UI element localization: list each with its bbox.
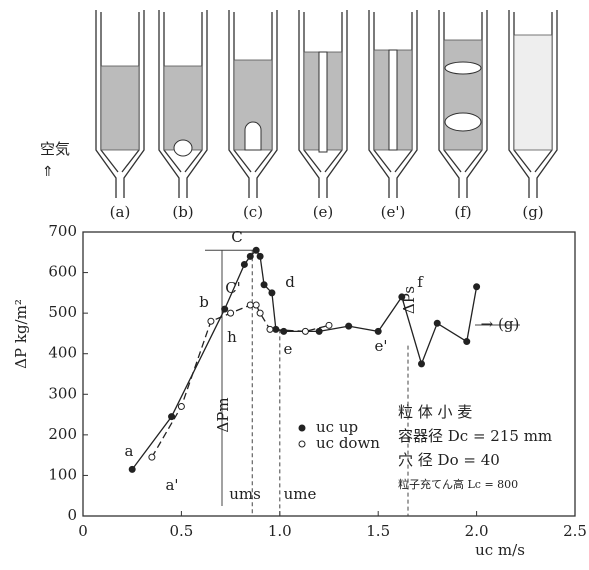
- diagram-label: (g): [522, 203, 543, 221]
- series-line: [152, 305, 329, 457]
- y-tick-label: 600: [48, 263, 77, 281]
- y-tick-label: 700: [48, 222, 77, 240]
- annotation: h: [227, 328, 237, 346]
- point: [149, 454, 155, 460]
- x-tick-label: 1.5: [366, 522, 390, 540]
- diagram-label: (a): [110, 203, 131, 221]
- point: [326, 322, 332, 328]
- note: 粒 体 小 麦: [398, 403, 472, 421]
- plot-frame: [83, 232, 575, 516]
- bed: [164, 66, 202, 150]
- slug: [445, 62, 481, 74]
- diagram-label: (e'): [381, 203, 406, 221]
- figure: 空気 ⇑ (a) (b) (c) (e) (e') (f) (g) 0 100 200 300 400…: [0, 0, 589, 566]
- legend-marker: [299, 441, 305, 447]
- x-tick-label: 0: [78, 522, 88, 540]
- annotation: f: [417, 273, 424, 291]
- point: [281, 328, 287, 334]
- point: [464, 339, 470, 345]
- annotation: b: [199, 293, 209, 311]
- point: [253, 247, 259, 253]
- point: [257, 253, 263, 259]
- x-axis-label: uc m/s: [475, 541, 525, 559]
- air-label: 空気: [40, 140, 70, 158]
- annotation: ume: [284, 485, 317, 503]
- diagram-label: (b): [172, 203, 193, 221]
- spout: [319, 52, 327, 152]
- cavity: [174, 140, 192, 156]
- annotation: ΔPm: [214, 397, 232, 432]
- point: [346, 323, 352, 329]
- point: [418, 361, 424, 367]
- point: [375, 328, 381, 334]
- annotation: e: [284, 340, 293, 358]
- point: [316, 328, 322, 334]
- y-tick-label: 400: [48, 344, 77, 362]
- diagram-label: (f): [454, 203, 471, 221]
- point: [247, 253, 253, 259]
- point: [434, 320, 440, 326]
- bed: [101, 66, 139, 150]
- point: [222, 306, 228, 312]
- y-tick-label: 300: [48, 384, 77, 402]
- diagram-label: (e): [313, 203, 334, 221]
- y-tick-label: 0: [67, 506, 77, 524]
- note: 容器径 Dc = 215 mm: [398, 427, 552, 445]
- point: [257, 310, 263, 316]
- y-tick-label: 500: [48, 303, 77, 321]
- point: [129, 466, 135, 472]
- point: [208, 318, 214, 324]
- legend-marker: [299, 425, 305, 431]
- point: [474, 284, 480, 290]
- annotation: a': [165, 476, 178, 494]
- bed: [444, 40, 482, 150]
- note: 粒子充てん高 Lc = 800: [398, 477, 518, 491]
- annotation: d: [285, 273, 295, 291]
- annotation: a: [125, 442, 134, 460]
- x-tick-label: 0.5: [169, 522, 193, 540]
- point: [228, 310, 234, 316]
- diagram-label: (c): [243, 203, 263, 221]
- annotation: e': [374, 337, 387, 355]
- point: [178, 403, 184, 409]
- point: [302, 328, 308, 334]
- cavity: [245, 122, 261, 150]
- legend-label: uc down: [316, 434, 380, 452]
- air-arrow: ⇑: [42, 164, 54, 180]
- y-tick-label: 200: [48, 425, 77, 443]
- annotation: ΔPs: [400, 286, 418, 314]
- point: [267, 326, 273, 332]
- note: 穴 径 Do = 40: [398, 451, 500, 469]
- point: [269, 290, 275, 296]
- annotation: ums: [229, 485, 261, 503]
- annotation: C': [225, 279, 241, 297]
- point: [253, 302, 259, 308]
- x-tick-label: 1.0: [268, 522, 292, 540]
- annotation: → (g): [481, 315, 520, 333]
- x-tick-label: 2.5: [563, 522, 587, 540]
- point: [247, 302, 253, 308]
- y-tick-label: 100: [48, 465, 77, 483]
- spout: [389, 50, 397, 150]
- annotation: C: [231, 228, 242, 246]
- y-axis-label: ΔP kg/m²: [12, 299, 30, 369]
- bed: [514, 35, 552, 150]
- point: [261, 282, 267, 288]
- point: [241, 261, 247, 267]
- slug: [445, 113, 481, 131]
- x-tick-label: 2.0: [465, 522, 489, 540]
